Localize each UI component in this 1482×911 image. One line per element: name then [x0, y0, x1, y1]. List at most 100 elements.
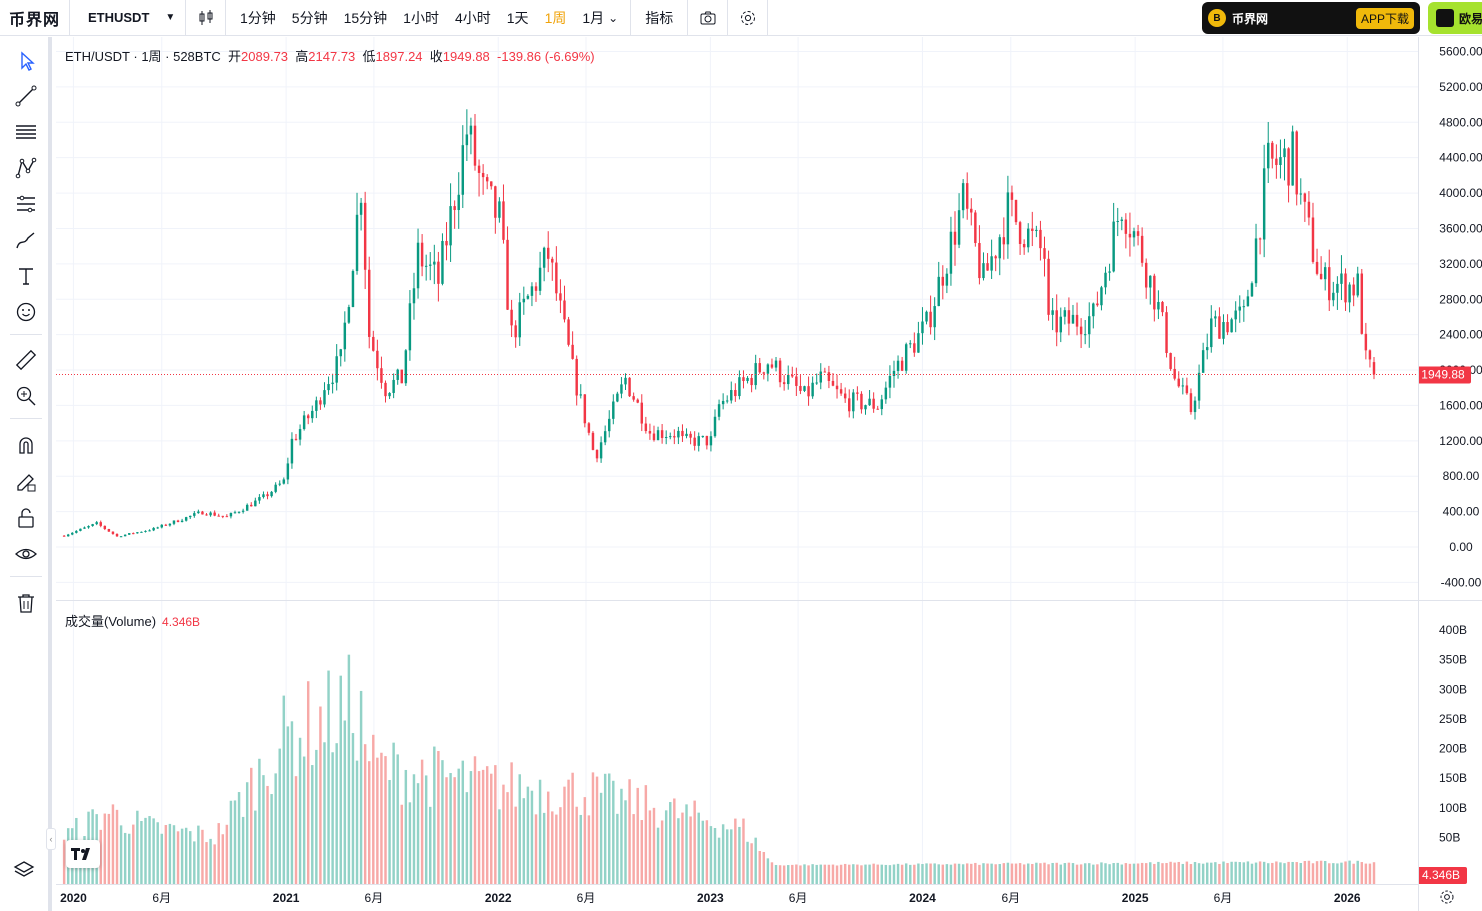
interval-tab[interactable]: 1月	[582, 9, 605, 26]
candle-body	[538, 267, 542, 291]
volume-bar	[1083, 863, 1087, 884]
volume-bar	[632, 814, 635, 884]
volume-tick-label: 100B	[1439, 801, 1467, 815]
zoom-in-icon[interactable]	[12, 382, 40, 410]
volume-bar	[1173, 862, 1176, 884]
volume-bar	[1108, 864, 1111, 884]
candle-body	[1079, 326, 1083, 335]
volume-bar	[742, 818, 745, 884]
cursor-icon[interactable]	[12, 47, 40, 75]
volume-bar	[1299, 863, 1303, 884]
volume-bar	[404, 769, 408, 884]
brush-icon[interactable]	[12, 226, 40, 254]
eye-icon[interactable]	[12, 540, 40, 568]
volume-bar	[1136, 863, 1140, 884]
candle-body	[233, 512, 237, 514]
pattern-icon[interactable]	[12, 154, 40, 182]
lock-icon[interactable]	[12, 504, 40, 532]
tradingview-logo[interactable]	[66, 840, 100, 868]
pane-divider[interactable]	[56, 600, 1482, 601]
volume-bar	[1230, 861, 1233, 884]
time-axis[interactable]: 2020 6月 2021 6月 2022 6月 2023 6月 2024 6月 2025 6月 2026	[56, 884, 1418, 911]
site-logo[interactable]: 币界网	[0, 0, 70, 36]
prediction-icon[interactable]	[12, 190, 40, 218]
candle-body	[201, 511, 204, 515]
candle-body	[522, 298, 526, 303]
axis-settings-gear-icon[interactable]	[1438, 888, 1456, 906]
lock-drawing-icon[interactable]	[12, 468, 40, 496]
candle-body	[209, 512, 212, 516]
divider	[630, 0, 632, 36]
volume-bar	[827, 864, 831, 884]
object-tree-layers-icon[interactable]	[12, 858, 40, 886]
magnet-icon[interactable]	[12, 432, 40, 460]
volume-bar	[233, 800, 237, 884]
volume-bar	[823, 864, 827, 884]
volume-bar	[254, 810, 257, 884]
trend-line-icon[interactable]	[12, 82, 40, 110]
candle-body	[245, 504, 249, 511]
volume-bar	[896, 863, 900, 884]
interval-tab[interactable]: 1周	[544, 9, 567, 26]
indicators-button[interactable]: 指标	[645, 9, 674, 26]
app-download-banner[interactable]: B 币界网 APP下载	[1202, 2, 1420, 34]
candle-body	[107, 529, 111, 532]
volume-bar	[1144, 863, 1148, 884]
candle-body	[1185, 385, 1189, 394]
chart-type-candles-icon[interactable]	[186, 0, 226, 36]
candle-body	[843, 393, 847, 399]
interval-tab[interactable]: 4小时	[454, 9, 491, 26]
candle-body	[1067, 310, 1071, 324]
horizontal-lines-icon[interactable]	[12, 118, 40, 146]
candle-body	[791, 374, 794, 377]
symbol-selector[interactable]: ETHUSDT ▼	[70, 0, 186, 36]
candle-body	[396, 369, 399, 380]
ohlc-legend: ETH/USDT · 1周 · 528BTC 开2089.73 高2147.73…	[65, 46, 595, 65]
candle-body	[282, 479, 286, 484]
volume-bar	[1177, 861, 1180, 884]
volume-bar	[522, 798, 526, 884]
volume-bar	[250, 767, 253, 884]
candle-body	[1112, 221, 1115, 272]
volume-bar	[864, 864, 867, 884]
volume-bar	[392, 742, 395, 884]
camera-icon[interactable]	[688, 0, 729, 36]
price-tick-label: 4400.00	[1439, 151, 1482, 165]
volume-bar	[1018, 863, 1022, 884]
price-axis[interactable]: 5600.00 5200.00 4800.00 4400.00 4000.00 3600.…	[1418, 37, 1482, 911]
interval-tab[interactable]: 1天	[506, 9, 529, 26]
interval-tab[interactable]: 5分钟	[291, 9, 328, 26]
price-chart[interactable]	[56, 37, 1418, 600]
interval-tab[interactable]: 1分钟	[240, 9, 276, 26]
candle-body	[868, 398, 871, 406]
trash-icon[interactable]	[12, 589, 40, 617]
candle-body	[66, 534, 70, 537]
emoji-icon[interactable]	[12, 298, 40, 326]
volume-bar	[1222, 861, 1225, 884]
ruler-icon[interactable]	[12, 346, 40, 374]
volume-bar	[225, 824, 229, 884]
candle-body	[132, 533, 135, 535]
okx-banner[interactable]: 欧易	[1428, 2, 1482, 34]
candle-body	[1083, 334, 1087, 336]
settings-gear-icon[interactable]	[728, 0, 769, 36]
candle-body	[1002, 237, 1006, 245]
volume-bar	[518, 774, 521, 884]
candle-body	[632, 396, 635, 400]
volume-bar	[583, 797, 587, 884]
time-tick-label: 2020	[60, 891, 87, 905]
app-download-button[interactable]: APP下载	[1355, 7, 1414, 29]
volume-bar	[127, 833, 131, 884]
candle-body	[99, 522, 102, 526]
volume-bar	[669, 802, 672, 884]
candle-body	[555, 262, 558, 294]
volume-bar	[144, 817, 147, 884]
collapse-toolbar-button[interactable]: ‹	[46, 828, 56, 850]
text-icon[interactable]	[12, 262, 40, 290]
volume-chart[interactable]	[56, 601, 1418, 884]
volume-bar	[636, 787, 639, 884]
interval-tab[interactable]: 1小时	[403, 9, 439, 26]
interval-tab[interactable]: 15分钟	[343, 9, 388, 26]
volume-bar	[294, 776, 298, 884]
close-value: 1949.88	[442, 49, 490, 64]
